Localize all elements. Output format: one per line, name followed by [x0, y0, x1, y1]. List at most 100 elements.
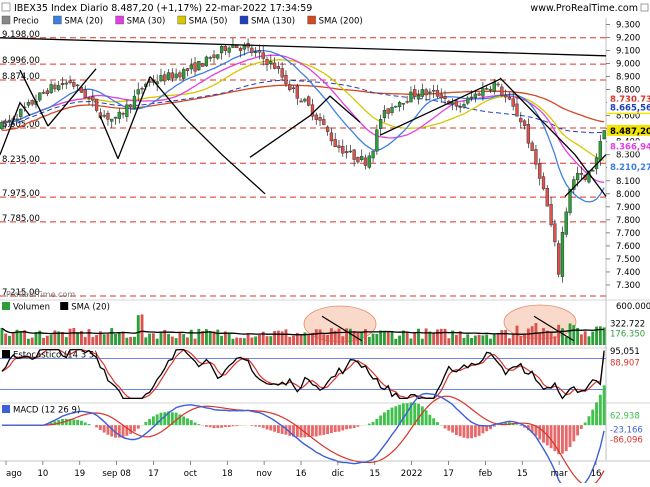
volume-bar	[250, 338, 253, 345]
macd-hist-bar	[387, 410, 390, 425]
x-tick-label: 18	[222, 469, 233, 479]
volume-bar	[406, 333, 409, 345]
candle-body	[345, 151, 348, 152]
macd-hist-bar	[88, 424, 91, 425]
candle-body	[353, 150, 356, 160]
y-tick-label: 9.100	[616, 47, 640, 57]
volume-bar	[273, 331, 276, 345]
volume-bar	[368, 337, 371, 345]
volume-bar	[4, 334, 7, 345]
candle-body	[372, 151, 375, 158]
candle-body	[269, 61, 272, 63]
macd-hist-bar	[99, 425, 102, 430]
candle-body	[114, 117, 117, 118]
value-tag: 176.350	[607, 327, 650, 339]
volume-bar	[353, 331, 356, 345]
macd-hist-bar	[459, 425, 462, 436]
macd-legend: MACD (12 26 9)	[2, 405, 80, 416]
candle-body	[410, 92, 413, 102]
candle-body	[497, 84, 500, 85]
candle-body	[175, 74, 178, 78]
x-tick-label: nov	[256, 469, 272, 479]
y-tick-label: 8.900	[616, 73, 640, 83]
level-label: 7.975,00	[2, 189, 40, 199]
volume-bar	[534, 323, 537, 345]
volume-bar	[53, 330, 56, 345]
macd-hist-bar	[383, 412, 386, 425]
volume-bar	[190, 330, 193, 345]
macd-hist-bar	[432, 418, 435, 425]
macd-hist-bar	[228, 425, 231, 427]
volume-bar	[247, 333, 250, 345]
macd-hist-bar	[194, 422, 197, 425]
macd-hist-bar	[516, 424, 519, 425]
volume-bar	[209, 332, 212, 345]
candle-body	[591, 170, 594, 171]
macd-hist-bar	[463, 425, 466, 438]
macd-hist-bar	[205, 425, 208, 427]
candle-body	[428, 92, 431, 93]
site-label[interactable]: www.ProRealTime.com	[530, 3, 638, 14]
candle-body	[406, 101, 409, 102]
candle-body	[356, 157, 359, 162]
candle-body	[281, 68, 284, 77]
candle-body	[417, 95, 420, 99]
macd-hist-bar	[326, 425, 329, 434]
candle-body	[205, 57, 208, 66]
y-tick-label: 7.300	[616, 281, 640, 291]
macd-hist-bar	[163, 412, 166, 425]
value-tag-label: 62,938	[610, 412, 640, 422]
x-tick-label: dic	[332, 469, 345, 479]
candle-body	[561, 232, 564, 276]
macd-hist-bar	[474, 425, 477, 437]
volume-bar	[125, 338, 128, 345]
macd-hist-bar	[576, 425, 579, 435]
macd-hist-bar	[277, 425, 280, 433]
candle-body	[8, 120, 11, 122]
volume-bar	[516, 326, 519, 345]
macd-hist-bar	[254, 425, 257, 426]
volume-bar	[288, 337, 291, 345]
volume-bar	[8, 336, 11, 345]
legend-label: Volumen	[13, 303, 50, 313]
window-minimize-icon[interactable]	[641, 4, 648, 11]
candle-body	[163, 75, 166, 81]
volume-bar	[0, 328, 3, 345]
candle-body	[368, 156, 371, 168]
candle-body	[493, 82, 496, 91]
volume-bar	[372, 334, 375, 345]
x-tick-label: 15	[369, 469, 380, 479]
volume-bar	[463, 338, 466, 345]
candle-body	[334, 139, 337, 146]
volume-bar	[550, 332, 553, 345]
legend-label: SMA (20)	[71, 303, 110, 313]
candle-body	[508, 97, 511, 99]
y-tick-label: 9.200	[616, 34, 640, 44]
volume-bar	[504, 330, 507, 345]
candle-body	[72, 82, 75, 86]
macd-hist-bar	[455, 425, 458, 435]
volume-bar	[122, 332, 125, 345]
candle-body	[455, 101, 458, 106]
volume-bar	[402, 331, 405, 345]
macd-hist-bar	[572, 425, 575, 441]
volume-bar	[326, 335, 329, 345]
candle-body	[474, 94, 477, 98]
volume-bar	[171, 337, 174, 345]
y-tick-label: 7.400	[616, 268, 640, 278]
macd-hist-bar	[372, 422, 375, 425]
volume-bar	[243, 338, 246, 345]
candle-body	[76, 85, 79, 86]
volume-bar	[46, 336, 49, 345]
candle-body	[27, 102, 30, 105]
candle-body	[118, 112, 121, 119]
candle-body	[531, 143, 534, 151]
candle-body	[504, 95, 507, 97]
macd-hist-bar	[103, 425, 106, 432]
macd-hist-bar	[311, 425, 314, 436]
macd-hist-bar	[349, 425, 352, 428]
volume-bar	[440, 329, 443, 345]
volume-bar	[519, 336, 522, 345]
value-tag-label: 95,051	[610, 347, 640, 357]
candle-body	[194, 63, 197, 72]
